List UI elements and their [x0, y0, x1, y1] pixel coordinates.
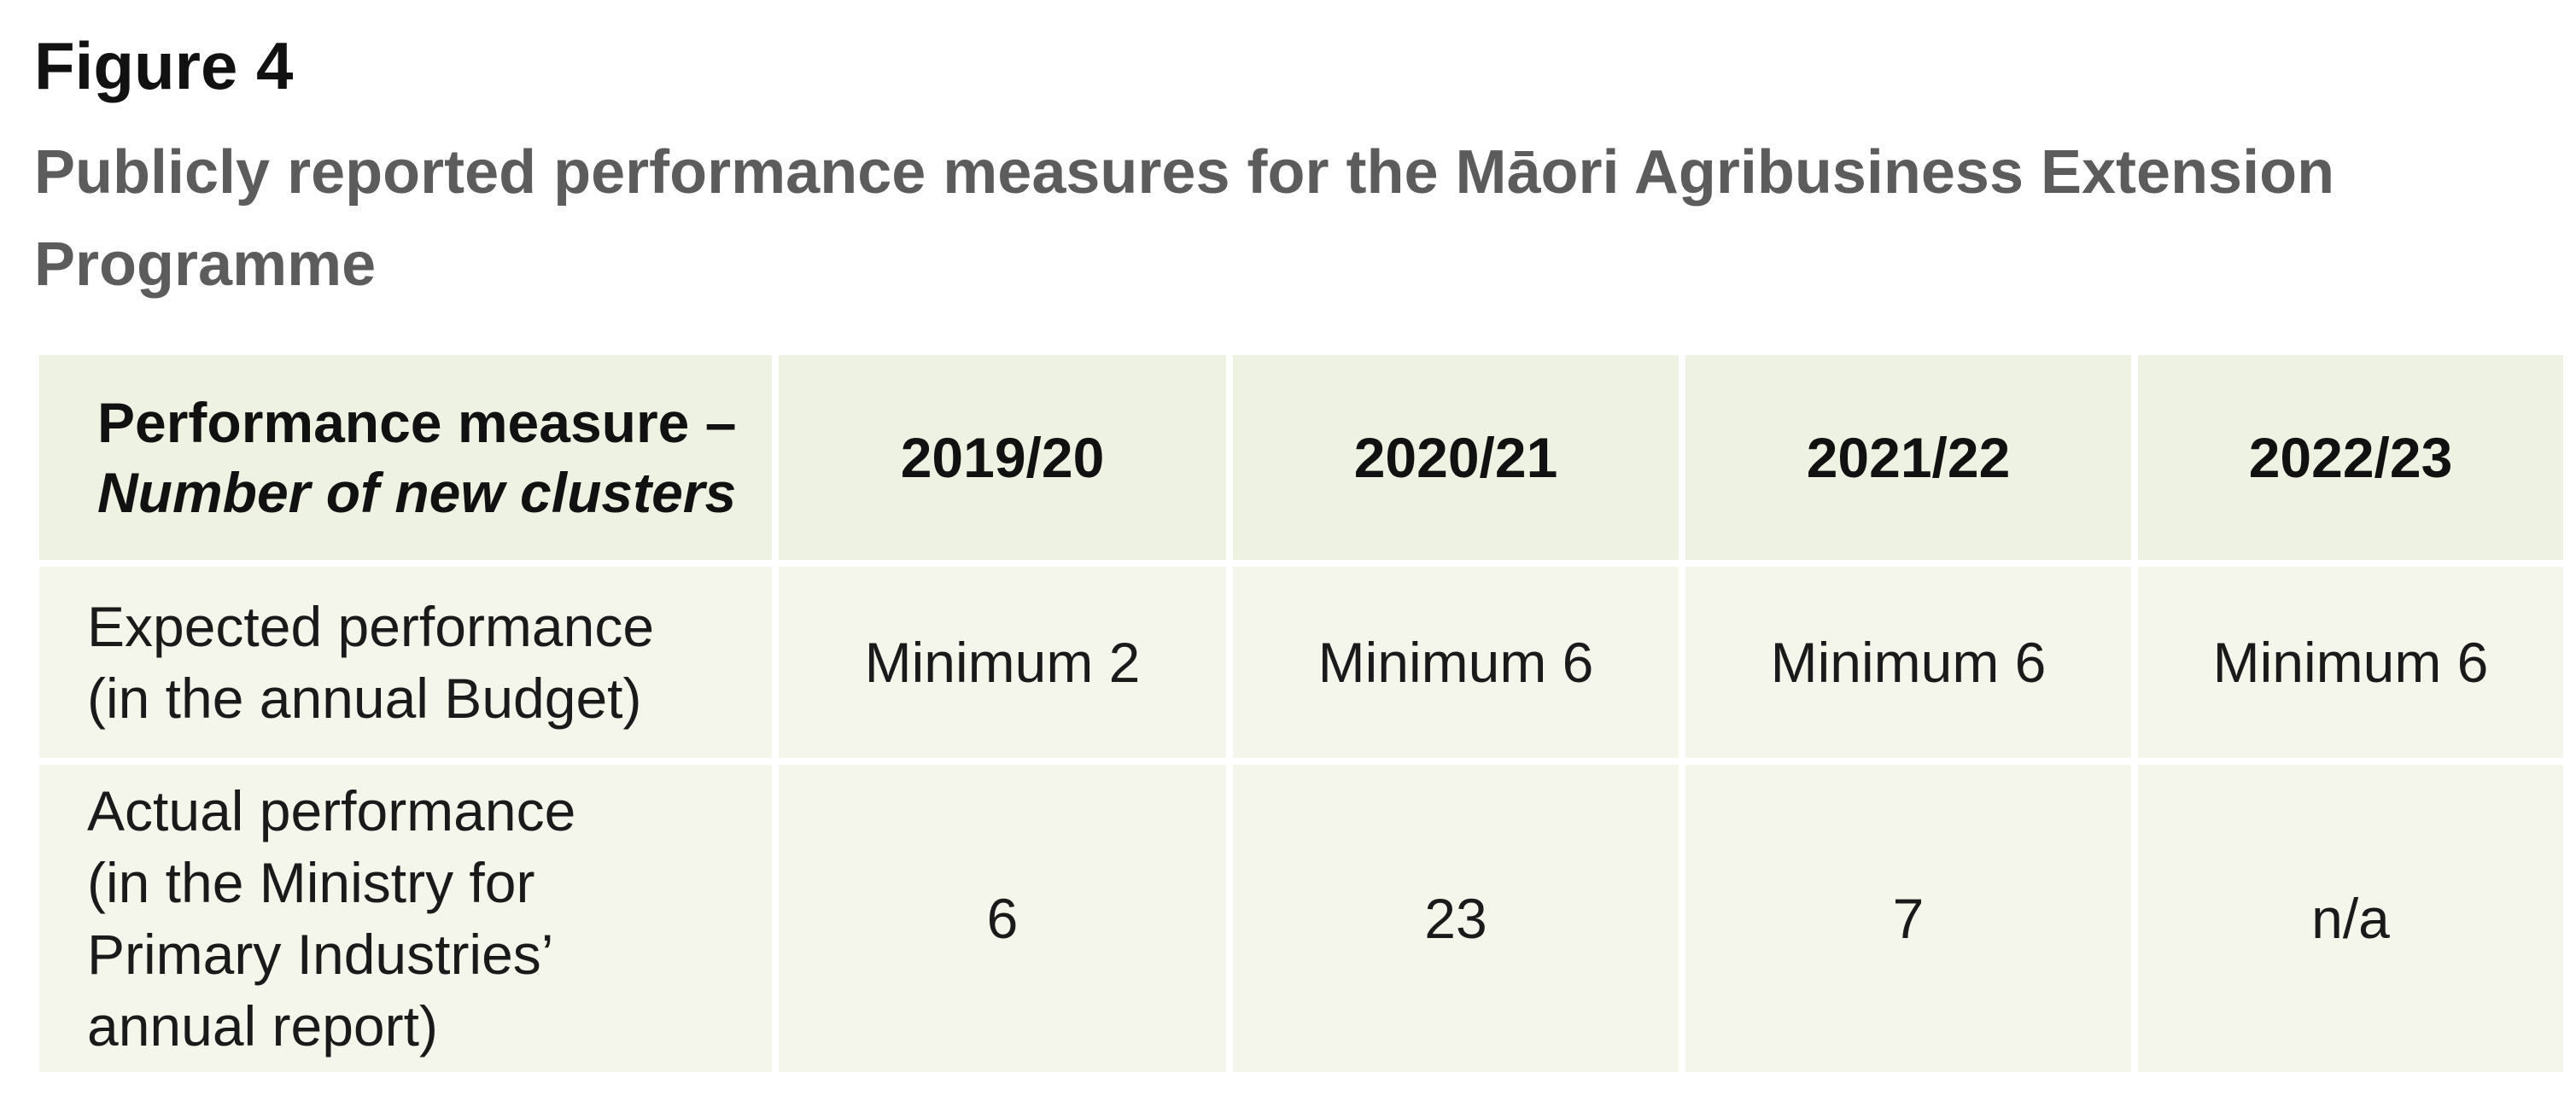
header-year-2022-23: 2022/23	[2138, 355, 2563, 560]
cell-expected-2021-22: Minimum 6	[1685, 567, 2131, 758]
cell-actual-2019-20: 6	[779, 765, 1226, 1072]
figure-title: Publicly reported performance measures f…	[34, 138, 2335, 299]
row-label-expected: Expected performance (in the annual Budg…	[39, 567, 772, 758]
header-measure-cell: Performance measure – Number of new clus…	[39, 355, 772, 560]
cell-expected-2020-21: Minimum 6	[1233, 567, 1679, 758]
figure-label: Figure 4	[34, 28, 294, 103]
table-header-row: Performance measure – Number of new clus…	[39, 355, 2563, 560]
table-row-expected: Expected performance (in the annual Budg…	[39, 567, 2563, 758]
header-measure-sublabel: Number of new clusters	[97, 461, 737, 524]
performance-table-container: Performance measure – Number of new clus…	[39, 355, 2563, 1072]
cell-expected-2019-20: Minimum 2	[779, 567, 1226, 758]
header-year-2019-20: 2019/20	[779, 355, 1226, 560]
table-row-actual: Actual performance (in the Ministry for …	[39, 765, 2563, 1072]
header-measure-label: Performance measure –	[97, 391, 737, 454]
header-year-2020-21: 2020/21	[1233, 355, 1679, 560]
cell-actual-2020-21: 23	[1233, 765, 1679, 1072]
cell-actual-2022-23: n/a	[2138, 765, 2563, 1072]
cell-actual-2021-22: 7	[1685, 765, 2131, 1072]
header-year-2021-22: 2021/22	[1685, 355, 2131, 560]
performance-table: Performance measure – Number of new clus…	[32, 348, 2570, 1079]
row-label-actual: Actual performance (in the Ministry for …	[39, 765, 772, 1072]
cell-expected-2022-23: Minimum 6	[2138, 567, 2563, 758]
